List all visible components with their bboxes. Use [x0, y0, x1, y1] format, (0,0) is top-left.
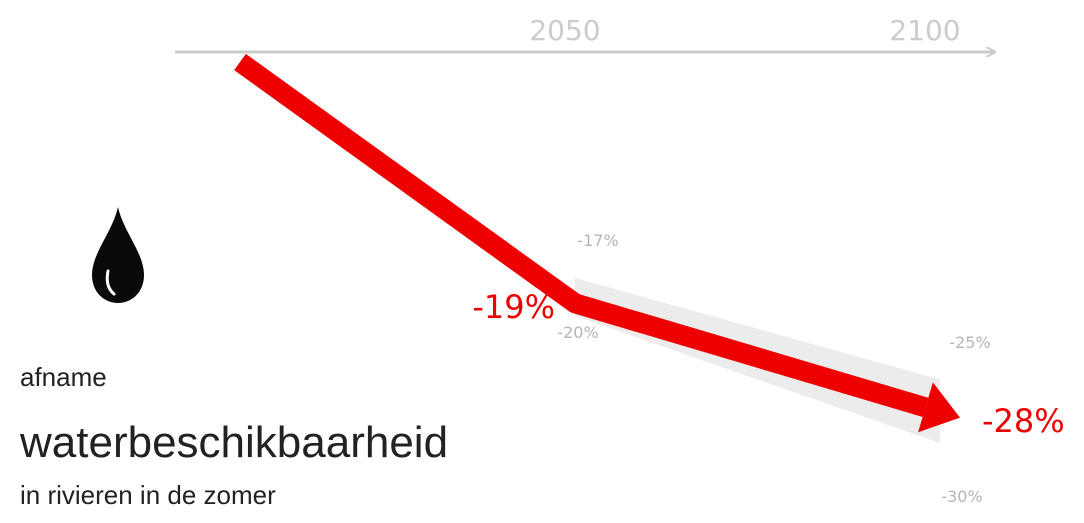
range-upper-label-2050: -17%	[577, 231, 618, 250]
range-lower-label-2100: -30%	[941, 487, 982, 506]
value-label-2100: -28%	[982, 402, 1065, 440]
range-lower-label-2050: -20%	[557, 323, 598, 342]
caption-prefix: afname	[20, 362, 107, 392]
series-line-path	[234, 53, 929, 417]
water-drop-icon	[92, 207, 144, 303]
range-upper-label-2100: -25%	[949, 333, 990, 352]
x-tick-label-2100: 2100	[889, 14, 960, 47]
caption-subtitle: in rivieren in de zomer	[20, 480, 276, 510]
series-arrow-head	[918, 382, 960, 433]
series-line	[234, 53, 960, 433]
caption-title: waterbeschikbaarheid	[20, 418, 449, 467]
x-tick-label-2050: 2050	[529, 14, 600, 47]
value-label-2050: -19%	[472, 288, 555, 326]
